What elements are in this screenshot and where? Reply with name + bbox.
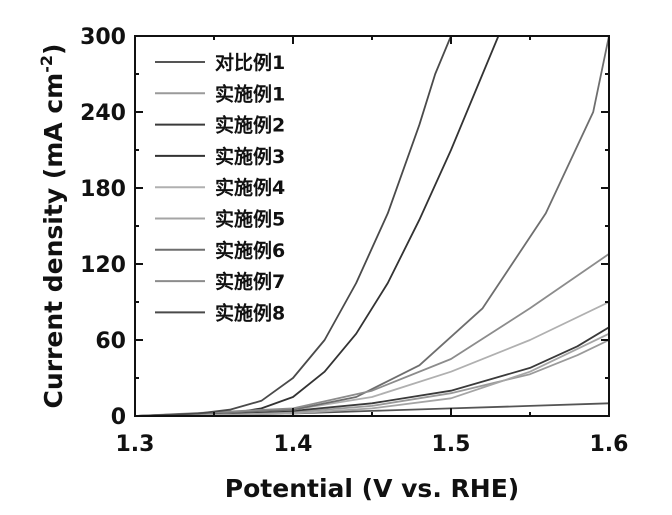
tick-labels: 1.3 1.4 1.5 1.6 0 60 120 180 240 300 (80, 25, 628, 457)
legend-item: 实施例3 (155, 145, 285, 168)
legend-label: 对比例1 (215, 51, 285, 74)
y-tick-label: 180 (80, 177, 126, 202)
x-tick-label: 1.6 (590, 432, 629, 457)
y-tick-label: 120 (80, 253, 126, 278)
x-tick-label: 1.4 (274, 432, 313, 457)
legend-label: 实施例6 (215, 239, 285, 262)
legend-label: 实施例3 (215, 145, 285, 168)
y-axis-label-close: ) (39, 44, 68, 55)
legend-label: 实施例1 (215, 82, 285, 105)
legend-item: 实施例7 (155, 270, 285, 293)
y-tick-label: 0 (111, 405, 126, 430)
legend-item: 实施例8 (155, 301, 285, 324)
legend-item: 实施例6 (155, 239, 285, 262)
series-lines (135, 36, 609, 416)
y-tick-label: 60 (95, 329, 126, 354)
legend-label: 实施例7 (215, 270, 285, 293)
legend-item: 实施例1 (155, 82, 285, 105)
legend-label: 实施例5 (215, 208, 285, 231)
series-line-7 (135, 36, 609, 416)
y-tick-label: 240 (80, 101, 126, 126)
series-line-8 (135, 254, 609, 416)
legend-label: 实施例8 (215, 301, 285, 324)
legend-item: 实施例2 (155, 114, 285, 137)
y-axis-label-main: Current density (mA cm (39, 73, 68, 409)
series-line-2 (135, 340, 609, 416)
x-axis-label: Potential (V vs. RHE) (225, 474, 519, 503)
legend-item: 对比例1 (155, 51, 285, 74)
series-line-5 (135, 302, 609, 416)
legend: 对比例1 实施例1 实施例2 实施例3 实施例4 实施例5 实施例6 实施例7 实施例8 (155, 51, 285, 324)
legend-label: 实施例2 (215, 114, 285, 137)
x-tick-label: 1.5 (432, 432, 471, 457)
legend-item: 实施例4 (155, 176, 285, 199)
y-axis-label-sup: -2 (37, 55, 56, 73)
y-tick-label: 300 (80, 25, 126, 50)
y-axis-label: Current density (mA cm-2) (37, 44, 68, 409)
legend-item: 实施例5 (155, 208, 285, 231)
legend-label: 实施例4 (215, 176, 285, 199)
x-tick-label: 1.3 (116, 432, 155, 457)
